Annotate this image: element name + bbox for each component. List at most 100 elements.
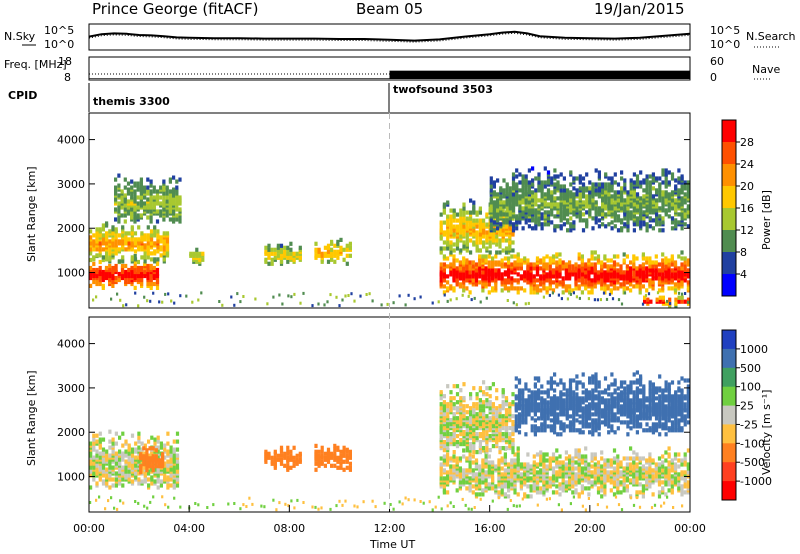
data-cell-6 (539, 288, 543, 293)
data-cell-6 (686, 286, 690, 291)
data-cell-1 (89, 247, 93, 252)
data-cell-6 (487, 254, 491, 259)
data-cell-4 (526, 484, 530, 489)
data-cell-4 (661, 468, 665, 473)
data-cell-8 (651, 194, 655, 199)
data-cell-8 (639, 196, 643, 201)
data-cell-6 (593, 284, 597, 289)
data-cell-1 (157, 458, 162, 463)
data-cell-6 (526, 258, 530, 263)
data-cell-8 (597, 170, 601, 175)
data-cell-5 (452, 412, 456, 417)
data-cell-4 (551, 470, 556, 475)
ground-scatter-cell (566, 297, 569, 301)
data-cell-4 (603, 462, 607, 467)
data-cell-4 (648, 482, 652, 487)
data-cell-8 (626, 206, 630, 211)
data-cell-4 (590, 452, 594, 457)
data-cell-7 (511, 240, 515, 245)
data-cell-5 (452, 438, 456, 443)
data-cell-8 (620, 194, 624, 199)
data-cell-5 (442, 440, 446, 445)
data-cell-2 (172, 187, 176, 192)
data-cell-5 (465, 404, 469, 409)
data-cell-1 (95, 253, 99, 258)
data-cell-2 (175, 207, 179, 212)
data-cell-8 (531, 194, 535, 199)
data-cell-5 (478, 440, 482, 445)
data-cell-4 (571, 484, 575, 489)
data-cell-4 (680, 488, 684, 493)
data-cell-8 (648, 180, 652, 185)
data-cell-6 (580, 254, 584, 259)
data-cell-4 (661, 460, 665, 465)
data-cell-6 (574, 262, 578, 267)
data-cell-5 (501, 446, 505, 451)
data-cell-4 (487, 454, 491, 459)
data-cell-6 (462, 256, 466, 261)
data-cell-6 (487, 282, 491, 287)
data-cell-8 (613, 190, 617, 195)
data-cell-1 (142, 446, 146, 451)
data-cell-0 (146, 281, 150, 287)
data-cell-5 (462, 382, 466, 387)
data-cell-8 (578, 174, 582, 179)
data-cell-0 (155, 267, 160, 273)
data-cell-2 (139, 203, 143, 208)
data-cell-8 (667, 170, 671, 175)
data-cell-6 (596, 274, 601, 279)
noise-left-tick-bottom: 10^0 (44, 38, 74, 51)
data-cell-2 (270, 459, 274, 464)
data-cell-5 (326, 259, 331, 264)
data-cell-8 (594, 182, 598, 187)
data-cell-4 (474, 458, 479, 463)
data-cell-8 (639, 170, 643, 175)
data-cell-8 (686, 180, 690, 185)
data-cell-4 (532, 460, 536, 465)
data-cell-4 (561, 464, 565, 469)
data-cell-6 (661, 252, 665, 257)
data-cell-4 (510, 478, 514, 483)
data-cell-2 (175, 185, 179, 190)
data-cell-4 (529, 488, 533, 493)
data-cell-0 (89, 473, 93, 478)
data-cell-4 (491, 486, 495, 491)
data-cell-1 (130, 237, 134, 242)
ground-scatter-cell (236, 292, 239, 296)
data-cell-6 (657, 280, 662, 285)
colorbar-segment (722, 208, 736, 231)
data-cell-8 (553, 188, 557, 193)
data-cell-4 (587, 480, 591, 485)
data-cell-4 (468, 484, 472, 489)
data-cell-8 (581, 200, 586, 205)
data-cell-6 (555, 282, 559, 287)
data-cell-7 (478, 218, 482, 223)
ground-scatter-cell (272, 295, 275, 299)
data-cell-4 (651, 458, 655, 463)
data-cell-4 (513, 490, 517, 495)
data-cell-5 (469, 406, 473, 411)
data-cell-1 (98, 253, 102, 258)
data-cell-4 (458, 456, 462, 461)
data-cell-6 (616, 254, 620, 259)
data-cell-0 (98, 443, 102, 448)
data-cell-0 (95, 279, 99, 285)
data-cell-6 (507, 270, 511, 275)
data-cell-5 (446, 384, 450, 389)
data-cell-5 (446, 402, 450, 407)
data-cell-0 (92, 477, 96, 482)
data-cell-6 (439, 266, 443, 271)
data-cell-7 (455, 224, 460, 229)
data-cell-8 (607, 176, 611, 181)
data-cell-7 (485, 212, 489, 217)
ground-scatter-cell (623, 291, 627, 295)
ground-scatter-cell (191, 300, 194, 304)
data-cell-8 (553, 168, 557, 173)
data-cell-6 (532, 290, 536, 295)
data-cell-7 (469, 216, 473, 221)
data-cell-2 (159, 185, 163, 190)
data-cell-4 (612, 480, 617, 485)
data-cell-1 (149, 251, 154, 256)
data-cell-8 (639, 180, 643, 185)
data-cell-5 (455, 416, 460, 421)
